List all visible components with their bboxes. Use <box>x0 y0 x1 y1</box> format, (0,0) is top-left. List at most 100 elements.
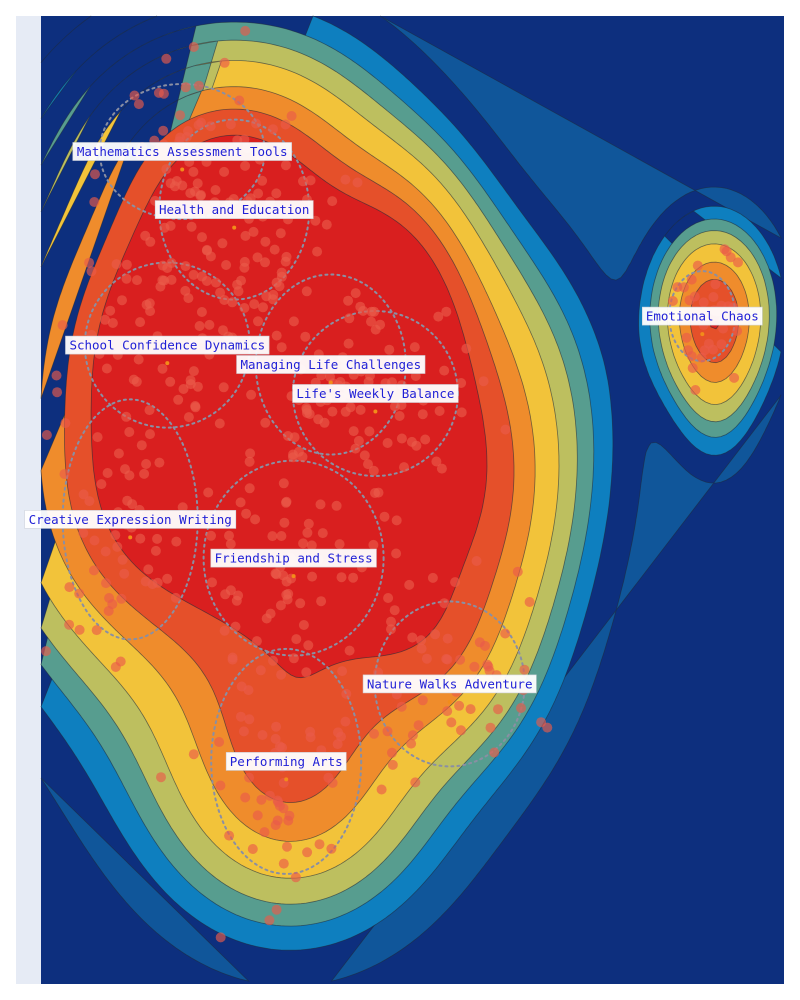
scatter-point <box>78 489 89 500</box>
scatter-point <box>133 354 144 365</box>
scatter-point <box>404 579 415 590</box>
cluster-centroid-marker <box>291 574 296 579</box>
scatter-point <box>255 665 266 676</box>
scatter-point <box>281 496 292 507</box>
scatter-point <box>86 266 97 277</box>
scatter-point <box>465 704 476 715</box>
scatter-point <box>141 459 152 469</box>
scatter-point <box>306 540 317 551</box>
scatter-point <box>247 844 258 854</box>
scatter-point <box>441 306 452 317</box>
scatter-point <box>197 232 207 243</box>
scatter-point <box>305 732 316 743</box>
cluster-centroid-marker <box>165 361 170 366</box>
cluster-label-text: Performing Arts <box>230 754 343 769</box>
scatter-point <box>340 174 351 185</box>
scatter-point <box>89 197 100 207</box>
scatter-point <box>41 646 51 657</box>
cluster-label-text: Nature Walks Adventure <box>367 676 533 691</box>
scatter-point <box>430 629 441 640</box>
scatter-point <box>215 780 226 791</box>
scatter-point <box>442 706 453 717</box>
scatter-point <box>275 228 286 239</box>
scatter-point <box>302 408 312 418</box>
scatter-point <box>186 221 197 232</box>
scatter-point <box>74 624 85 635</box>
scatter-point <box>251 118 261 129</box>
scatter-point <box>258 302 268 313</box>
scatter-point <box>124 427 135 437</box>
cluster-label-box <box>292 384 459 403</box>
scatter-point <box>331 500 342 511</box>
scatter-point <box>219 166 230 177</box>
scatter-point <box>718 323 729 334</box>
cluster-label-box <box>362 674 537 694</box>
scatter-point <box>103 606 114 616</box>
scatter-point <box>280 256 291 267</box>
scatter-point <box>267 531 278 542</box>
scatter-point <box>729 372 740 383</box>
scatter-point <box>225 119 236 130</box>
scatter-point <box>135 317 146 328</box>
scatter-point <box>90 169 100 180</box>
scatter-point <box>132 275 142 286</box>
cluster-outline <box>202 459 385 657</box>
scatter-point <box>239 303 250 313</box>
scatter-point <box>456 407 467 418</box>
scatter-point <box>343 295 354 306</box>
scatter-point <box>250 514 261 525</box>
scatter-point <box>230 621 241 632</box>
scatter-point <box>272 815 283 826</box>
scatter-point <box>252 810 263 821</box>
scatter-point <box>116 593 127 604</box>
scatter-point <box>703 338 714 349</box>
scatter-point <box>456 725 466 736</box>
scatter-point <box>288 316 299 327</box>
scatter-point <box>166 274 177 285</box>
scatter-point <box>171 176 182 186</box>
scatter-point <box>678 282 689 293</box>
scatter-point <box>133 99 144 110</box>
scatter-point <box>683 345 694 356</box>
scatter-point <box>439 598 450 609</box>
scatter-point <box>345 402 356 413</box>
scatter-point <box>210 185 221 195</box>
scatter-point <box>192 381 203 392</box>
scatter-point <box>236 681 247 692</box>
scatter-point <box>278 858 289 869</box>
scatter-point <box>194 321 205 331</box>
scatter-point <box>314 839 325 850</box>
scatter-point <box>336 731 346 742</box>
scatter-point <box>708 292 719 302</box>
scatter-point <box>244 772 255 783</box>
scatter-point <box>359 450 370 461</box>
cluster-centroid-marker <box>373 409 378 414</box>
cluster-outline <box>210 647 363 875</box>
scatter-point <box>384 344 395 355</box>
cluster-label-text: School Confidence Dynamics <box>69 338 265 353</box>
scatter-point <box>681 332 692 343</box>
scatter-point <box>286 111 297 121</box>
scatter-point <box>57 320 68 331</box>
scatter-point <box>120 464 130 475</box>
scatter-point <box>368 465 379 476</box>
scatter-point <box>732 326 743 336</box>
scatter-point <box>51 370 62 381</box>
scatter-point <box>382 726 393 737</box>
scatter-point <box>175 110 186 121</box>
scatter-point <box>687 363 698 373</box>
scatter-point <box>410 777 421 788</box>
scatter-point <box>188 749 199 760</box>
scatter-point <box>157 275 168 286</box>
scatter-point <box>396 433 407 444</box>
scatter-point <box>353 435 364 446</box>
scatter-point <box>206 530 216 541</box>
scatter-point <box>193 80 204 91</box>
scatter-point <box>119 568 130 579</box>
cluster-label: Health and Education <box>154 200 314 219</box>
scatter-point <box>201 276 212 286</box>
scatter-point <box>203 487 214 498</box>
scatter-point <box>358 305 369 316</box>
scatter-point <box>302 847 313 858</box>
scatter-point <box>101 363 112 374</box>
